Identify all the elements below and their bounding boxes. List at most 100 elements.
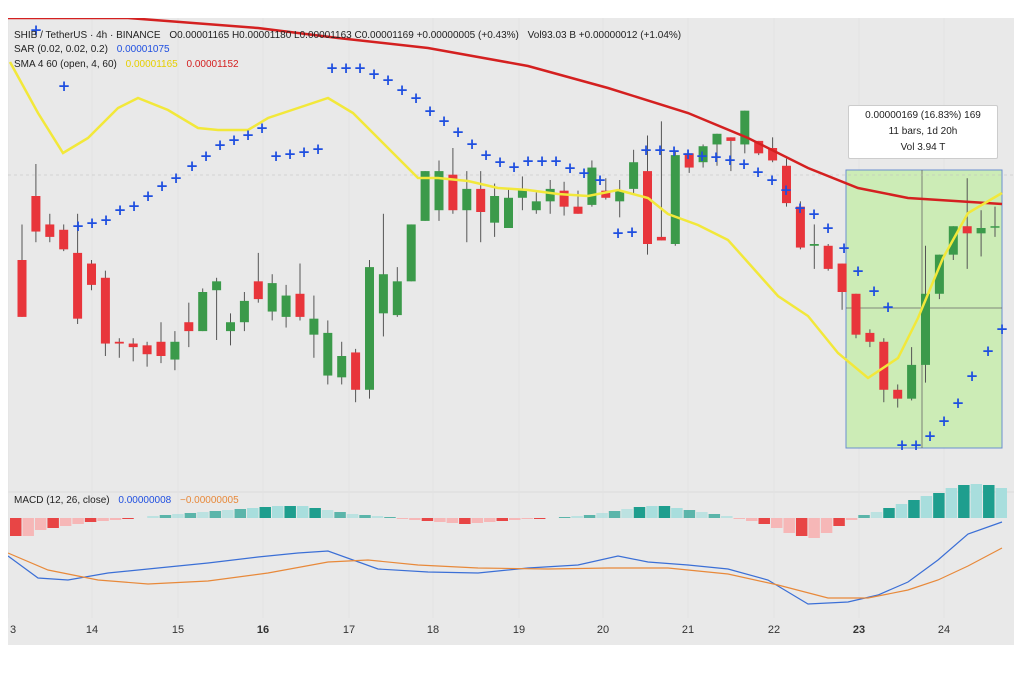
macd-histogram-bar (583, 515, 596, 518)
macd-histogram-bar (683, 510, 696, 518)
macd-histogram-bar (421, 518, 434, 521)
candle-body (323, 332, 333, 376)
sar-point: + (910, 436, 923, 454)
sar-point: + (738, 155, 751, 173)
macd-histogram-bar (895, 504, 908, 518)
macd-histogram-bar (671, 508, 683, 518)
x-tick-label: 19 (513, 624, 525, 636)
candle-body (239, 300, 249, 323)
macd-histogram-bar (459, 518, 471, 524)
macd-histogram-bar (995, 488, 1007, 518)
candle-body (448, 174, 458, 211)
macd-histogram-bar (47, 518, 59, 528)
x-tick-label: 16 (257, 624, 269, 636)
sar-point: + (696, 147, 709, 165)
sma-legend: SMA 4 60 (open, 4, 60) 0.00001165 0.0000… (14, 59, 245, 70)
x-tick-label: 24 (938, 624, 950, 636)
macd-histogram-bar (945, 488, 958, 518)
macd-histogram-bar (845, 518, 858, 520)
candle-body (809, 244, 819, 246)
sma-slow-line (8, 18, 1003, 206)
tooltip-line2: 11 bars, 1d 20h (888, 126, 958, 137)
candle-body (253, 281, 263, 300)
candle-body (17, 260, 27, 317)
sar-point: + (270, 147, 283, 165)
candle-body (226, 322, 235, 332)
sar-point: + (200, 147, 213, 165)
macd-legend: MACD (12, 26, close) 0.00000008 −0.00000… (14, 495, 245, 506)
macd-histogram-bar (646, 506, 658, 518)
sar-point: + (966, 367, 979, 385)
candle-body (392, 281, 402, 316)
macd-label: MACD (12, 26, close) (14, 495, 110, 506)
macd-histogram-bar (446, 518, 459, 523)
sar-point: + (882, 298, 895, 316)
candle-body (59, 229, 69, 250)
macd-histogram-bar (484, 518, 496, 522)
candle-body (212, 281, 222, 291)
sar-point: + (710, 148, 723, 166)
candle-body (434, 171, 444, 211)
macd-histogram-bar (122, 518, 134, 519)
candle-body (170, 341, 180, 360)
candle-body (198, 292, 208, 332)
macd-histogram-bar (696, 512, 708, 518)
sar-point: + (578, 164, 591, 182)
candle-body (670, 155, 680, 244)
symbol-label: SHIB / TetherUS · 4h · BINANCE (14, 30, 161, 41)
sar-point: + (594, 171, 607, 189)
sar-point: + (30, 21, 43, 39)
candle-body (684, 153, 694, 168)
x-tick-label: 3 (10, 624, 16, 636)
macd-histogram-bar (371, 516, 384, 518)
macd-histogram-bar (97, 518, 109, 521)
macd-histogram-bar (533, 518, 546, 519)
candle-body (754, 140, 764, 154)
sar-point: + (228, 131, 241, 149)
x-tick-label: 15 (172, 624, 184, 636)
macd-histogram-bar (733, 518, 746, 519)
chart-area[interactable]: + + + + + + + + + + + + + + + + + + + + + + + + + + + + + + + + + + + + + + + +… (8, 18, 1014, 645)
sar-point: + (654, 141, 667, 159)
candle-body (559, 190, 569, 207)
x-tick-label: 22 (768, 624, 780, 636)
sar-point: + (326, 59, 339, 77)
macd-histogram-bar (721, 516, 733, 518)
candle-body (921, 293, 930, 365)
candle-body (643, 171, 652, 244)
candle-body (573, 206, 583, 214)
sar-point: + (424, 102, 437, 120)
macd-histogram-bar (296, 506, 309, 518)
macd-histogram-bar (209, 511, 222, 518)
macd-histogram-bar (608, 511, 621, 518)
x-tick-label: 17 (343, 624, 355, 636)
sma-value-red: 0.00001152 (186, 59, 239, 70)
sma-value-yellow: 0.00001165 (125, 59, 178, 70)
macd-histogram-bar (321, 510, 334, 518)
macd-histogram-bar (34, 518, 47, 530)
macd-histogram-bar (808, 518, 820, 538)
macd-histogram-bar (396, 518, 409, 519)
macd-histogram-bar (384, 517, 396, 518)
sar-point: + (822, 219, 835, 237)
candle-body (893, 389, 903, 399)
sar-point: + (340, 59, 353, 77)
macd-histogram-bar (933, 493, 945, 518)
sar-point: + (938, 412, 951, 430)
macd-histogram-bar (59, 518, 72, 526)
chart-svg[interactable]: +++ + ++ +++ ++++ + + ++ + + ++ + + + ++ ++++++ + + + + + + + +… (8, 18, 1014, 645)
candle-body (420, 171, 430, 221)
macd-value-orange: −0.00000005 (180, 495, 239, 506)
candle-body (698, 146, 708, 163)
candle-body (337, 356, 347, 378)
candle-body (114, 341, 124, 344)
candle-body (629, 162, 639, 189)
candle-body (740, 110, 750, 145)
macd-histogram-bar (621, 509, 633, 518)
sar-point: + (808, 205, 821, 223)
macd-histogram-bar (970, 484, 983, 518)
candle-body (823, 245, 833, 269)
sar-point: + (868, 282, 881, 300)
candle-body (378, 274, 388, 314)
sar-point: + (724, 151, 737, 169)
